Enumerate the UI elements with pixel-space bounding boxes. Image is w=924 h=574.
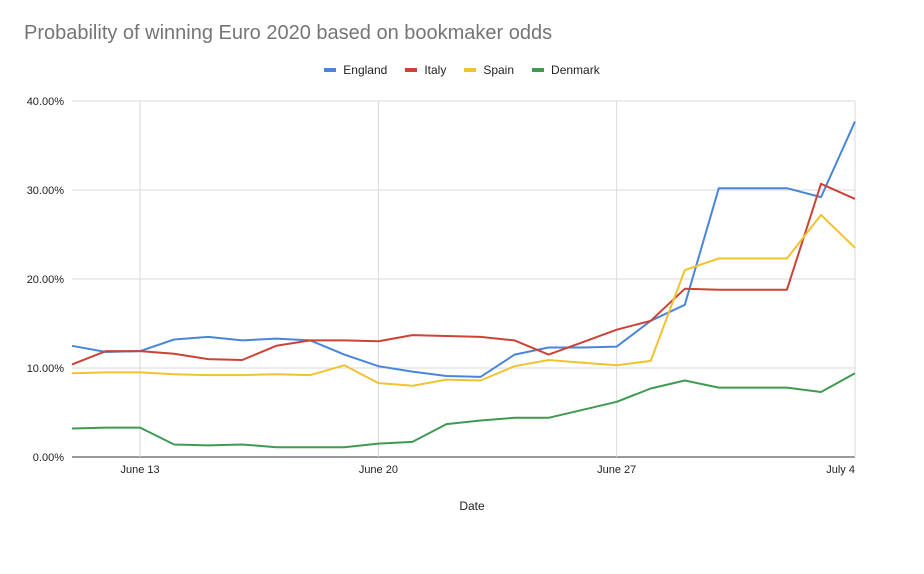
x-axis-label: Date (459, 499, 485, 513)
legend-label-italy: Italy (424, 63, 447, 77)
legend-item-england[interactable]: England (324, 63, 387, 77)
y-tick-label: 0.00% (33, 452, 64, 464)
y-tick-label: 30.00% (27, 185, 65, 197)
legend-swatch-denmark (532, 68, 545, 72)
legend: England Italy Spain Denmark (0, 63, 924, 77)
y-tick-label: 40.00% (27, 96, 65, 108)
series-line-italy[interactable] (71, 182, 856, 366)
legend-item-spain[interactable]: Spain (464, 63, 514, 77)
legend-label-denmark: Denmark (551, 63, 600, 77)
x-tick-label: June 13 (121, 464, 160, 476)
legend-label-spain: Spain (483, 63, 515, 77)
series-line-spain[interactable] (71, 213, 856, 387)
x-tick-label: June 27 (597, 464, 636, 476)
series-lines (71, 121, 856, 449)
x-tick-label: June 20 (359, 464, 398, 476)
y-axis-ticks: 0.00% 10.00% 20.00% 30.00% 40.00% (27, 96, 65, 464)
legend-label-england: England (343, 63, 388, 77)
series-line-england[interactable] (71, 121, 856, 378)
x-tick-label: July 4 (826, 464, 855, 476)
chart-title: Probability of winning Euro 2020 based o… (24, 22, 553, 44)
legend-swatch-italy (405, 68, 418, 72)
y-tick-label: 10.00% (27, 363, 65, 375)
legend-item-italy[interactable]: Italy (405, 63, 446, 77)
legend-item-denmark[interactable]: Denmark (532, 63, 600, 77)
legend-swatch-england (324, 68, 337, 72)
series-line-denmark[interactable] (71, 372, 856, 449)
gridlines (72, 100, 856, 458)
x-axis-ticks: June 13 June 20 June 27 July 4 (121, 464, 855, 476)
legend-swatch-spain (464, 68, 477, 72)
y-tick-label: 20.00% (27, 274, 65, 286)
